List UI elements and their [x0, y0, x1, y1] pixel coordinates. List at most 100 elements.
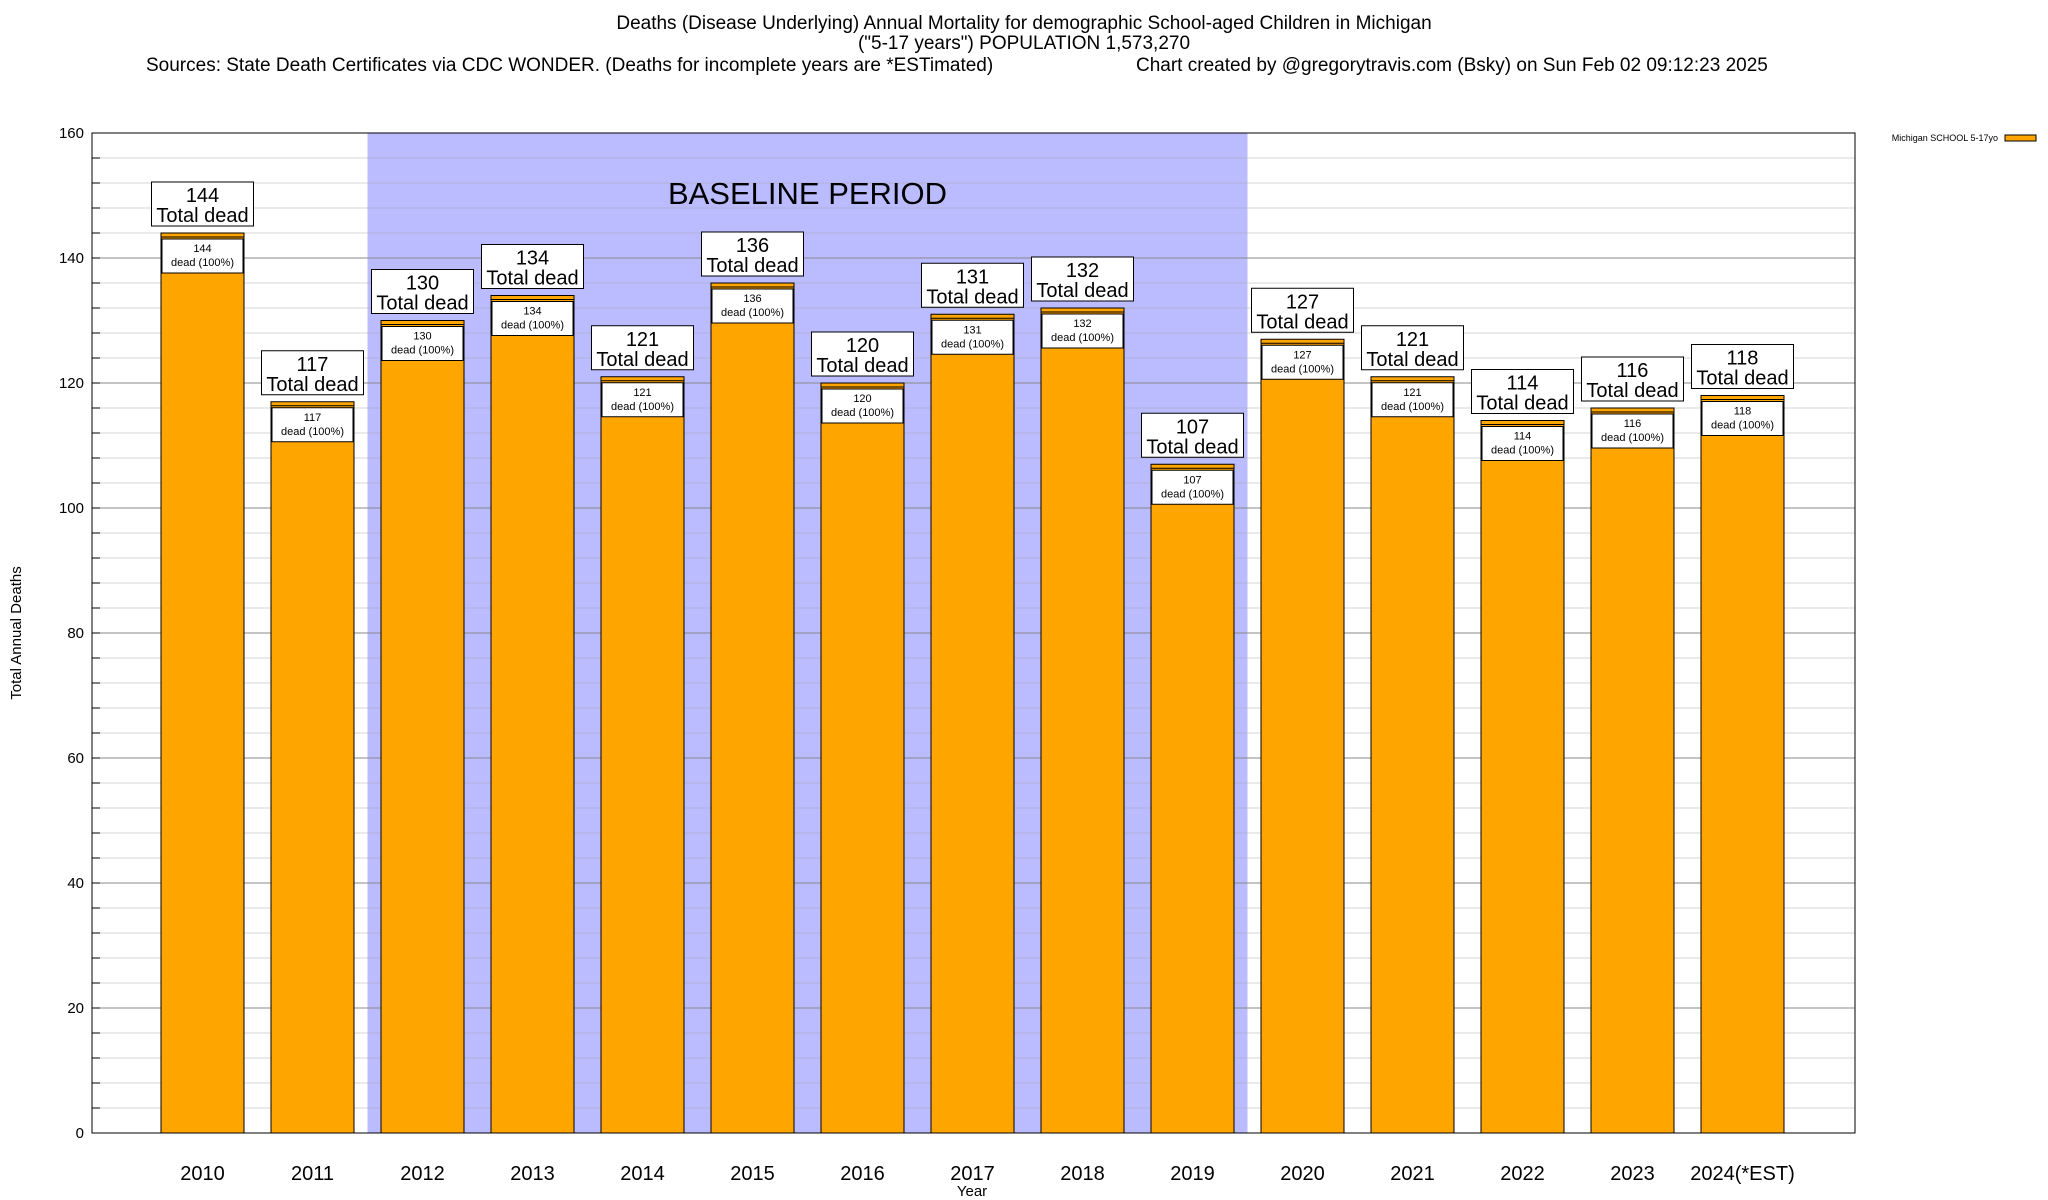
inner-label-value: 118: [1734, 406, 1752, 418]
inner-label-text: dead (100%): [1051, 332, 1114, 344]
top-label-value: 116: [1617, 360, 1649, 382]
inner-label-text: dead (100%): [1601, 432, 1664, 444]
top-label-text: Total dead: [926, 286, 1018, 308]
bar: [1700, 395, 1785, 1134]
x-tick-labels: 2010 2011 2012 2013 2014 2015 2016 2017 2018 2019…: [180, 1163, 1795, 1185]
x-tick-label: 2010: [180, 1163, 225, 1185]
top-label-box: [1471, 369, 1574, 414]
top-label-box: [921, 262, 1024, 308]
top-label-text: Total dead: [1366, 349, 1458, 371]
top-label-value: 127: [1286, 291, 1319, 313]
inner-label-box: [1481, 426, 1564, 461]
inner-label-value: 127: [1293, 349, 1311, 361]
inner-label-text: dead (100%): [611, 401, 674, 413]
chart-title-line2: ("5-17 years") POPULATION 1,573,270: [857, 33, 1191, 54]
bar: [1150, 463, 1235, 1134]
top-label-value: 144: [186, 185, 219, 207]
x-tick-label: 2019: [1170, 1163, 1215, 1185]
y-tick-label: 60: [67, 750, 84, 767]
x-tick-label: 2014: [620, 1163, 665, 1185]
legend-swatch: [2004, 134, 2037, 142]
top-label-value: 107: [1176, 416, 1209, 438]
inner-label-text: dead (100%): [1381, 401, 1444, 413]
y-tick-label: 80: [67, 625, 84, 642]
top-label-value: 131: [956, 266, 989, 288]
x-tick-label: 2016: [840, 1163, 885, 1185]
top-label-text: Total dead: [1586, 380, 1678, 402]
top-label-value: 114: [1507, 373, 1539, 395]
top-label-text: Total dead: [706, 255, 798, 277]
inner-label-box: [1701, 401, 1784, 436]
bar: [600, 376, 685, 1134]
top-label-text: Total dead: [1696, 368, 1788, 390]
x-tick-label: 2021: [1390, 1163, 1435, 1185]
top-label-text: Total dead: [486, 268, 578, 290]
bar: [1260, 338, 1345, 1134]
y-tick-labels: 0 20 40 60 80 100 120 140 160: [59, 125, 84, 1142]
top-label-value: 121: [1396, 329, 1429, 351]
x-tick-label: 2012: [400, 1163, 445, 1185]
inner-label-text: dead (100%): [171, 257, 234, 269]
chart-title-line1: Deaths (Disease Underlying) Annual Morta…: [616, 13, 1432, 34]
top-label-box: [1251, 287, 1354, 333]
inner-label-value: 132: [1073, 318, 1091, 330]
y-tick-label: 0: [76, 1125, 84, 1142]
top-label-value: 117: [297, 354, 329, 376]
x-tick-label: 2017: [950, 1163, 995, 1185]
inner-label-value: 114: [1514, 431, 1532, 443]
inner-label-value: 144: [193, 243, 211, 255]
top-label-text: Total dead: [1036, 280, 1128, 302]
inner-label-box: [491, 301, 574, 336]
top-label-box: [1361, 325, 1464, 371]
inner-label-value: 116: [1624, 418, 1642, 430]
inner-label-text: dead (100%): [1161, 488, 1224, 500]
inner-label-box: [601, 382, 684, 418]
inner-label-value: 107: [1183, 474, 1201, 486]
inner-label-value: 117: [304, 412, 322, 424]
top-label-text: Total dead: [156, 205, 248, 227]
inner-label-box: [1591, 413, 1674, 449]
y-tick-label: 140: [59, 250, 84, 267]
x-tick-label: 2022: [1500, 1163, 1545, 1185]
inner-label-box: [381, 326, 464, 361]
top-label-box: [811, 331, 914, 377]
inner-label-text: dead (100%): [1711, 420, 1774, 432]
top-label-text: Total dead: [816, 355, 908, 377]
inner-label-text: dead (100%): [721, 307, 784, 319]
inner-label-box: [931, 319, 1014, 355]
bars: [160, 232, 1785, 1134]
bar: [160, 232, 245, 1134]
y-axis-title: Total Annual Deaths: [8, 566, 25, 699]
inner-label-value: 134: [523, 306, 541, 318]
bar: [490, 295, 575, 1134]
chart-credit: Chart created by @gregorytravis.com (Bsk…: [1136, 55, 1768, 76]
inner-label-box: [1151, 469, 1234, 505]
top-label-text: Total dead: [1146, 436, 1238, 458]
top-label-box: [701, 231, 804, 277]
top-label-value: 136: [736, 235, 769, 257]
bar: [380, 320, 465, 1134]
top-label-box: [1141, 412, 1244, 458]
inner-label-value: 121: [633, 387, 651, 399]
x-tick-label: 2018: [1060, 1163, 1105, 1185]
legend: Michigan SCHOOL 5-17yo: [1892, 133, 2037, 143]
inner-label-value: 121: [1403, 387, 1421, 399]
top-label-box: [1581, 356, 1684, 402]
inner-label-box: [161, 238, 244, 274]
x-axis-title: Year: [957, 1183, 987, 1200]
top-label-text: Total dead: [596, 349, 688, 371]
inner-label-value: 136: [743, 293, 761, 305]
plot-frame: [91, 132, 1856, 1134]
top-label-text: Total dead: [1256, 311, 1348, 333]
inner-label-box: [1371, 382, 1454, 418]
x-tick-label: 2023: [1610, 1163, 1655, 1185]
legend-label: Michigan SCHOOL 5-17yo: [1892, 133, 1998, 143]
inner-label-text: dead (100%): [281, 426, 344, 438]
bar: [930, 313, 1015, 1134]
y-tick-label: 160: [59, 125, 84, 142]
top-label-text: Total dead: [1476, 393, 1568, 415]
y-tick-label: 40: [67, 875, 84, 892]
y-tick-label: 100: [59, 500, 84, 517]
inner-label-box: [711, 288, 794, 324]
